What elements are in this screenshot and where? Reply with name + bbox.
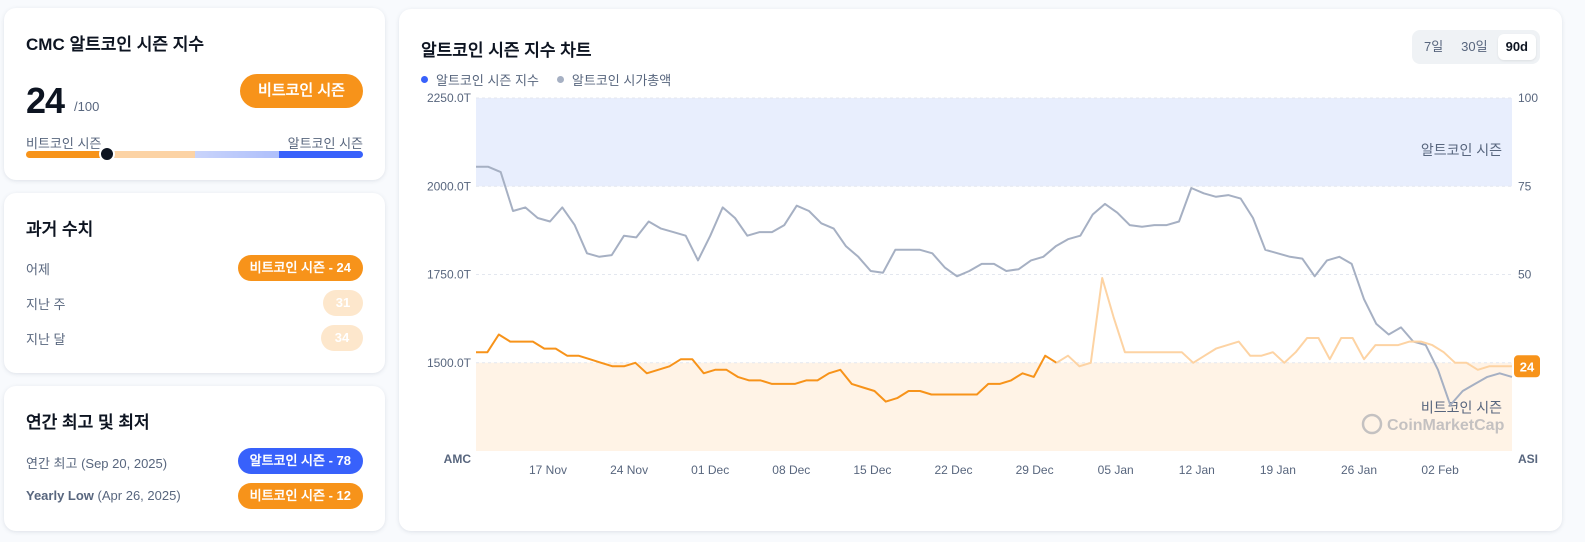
coinmarketcap-watermark: CoinMarketCap	[1361, 413, 1505, 435]
history-card-title: 과거 수치	[26, 220, 94, 239]
x-tick: 22 Dec	[934, 463, 972, 477]
x-axis-right-label: ASI	[1518, 452, 1538, 466]
index-chart-card: 알트코인 시즌 지수 차트 알트코인 시즌 지수 알트코인 시가총액 7일 30…	[399, 9, 1562, 531]
altcoin-zone-label: 알트코인 시즌	[1421, 142, 1502, 158]
yearly-high-row: 연간 최고 (Sep 20, 2025)	[26, 453, 167, 472]
yearly-low-date: (Apr 26, 2025)	[97, 488, 181, 503]
x-tick: 26 Jan	[1341, 463, 1377, 477]
season-badge: 비트코인 시즌	[240, 74, 363, 108]
x-tick: 19 Jan	[1260, 463, 1296, 477]
y-right-tick: 75	[1518, 179, 1532, 193]
current-value-label: 24	[1520, 359, 1535, 374]
season-scale-bar	[26, 151, 363, 158]
altcoin-season-zone	[476, 98, 1512, 187]
current-value-tag	[1514, 355, 1540, 378]
coinmarketcap-logo-icon	[1361, 413, 1383, 435]
legend-label: 알트코인 시가총액	[571, 73, 672, 88]
scale-indicator-dot	[98, 146, 115, 162]
index-card-title: CMC 알트코인 시즌 지수	[26, 35, 205, 54]
y-left-tick: 2000.0T	[427, 179, 472, 193]
y-left-tick: 1750.0T	[427, 268, 472, 282]
history-row-label: 지난 달	[26, 332, 66, 347]
time-range-tabs: 7일 30일 90d	[1411, 30, 1540, 64]
y-left-tick: 2250.0T	[427, 91, 472, 105]
altcoin-index-line-faded	[1056, 277, 1512, 371]
yearly-high-label: 연간 최고	[26, 456, 78, 471]
yearly-high-badge: 알트코인 시즌 - 78	[237, 448, 363, 474]
x-tick: 15 Dec	[853, 463, 891, 477]
y-right-tick: 100	[1518, 91, 1538, 105]
legend-dot-gray	[556, 76, 564, 83]
altcoin-index-card: CMC 알트코인 시즌 지수 24 /100 비트코인 시즌 비트코인 시즌 알…	[4, 8, 385, 180]
tab-7d[interactable]: 7일	[1423, 39, 1444, 54]
tab-90d[interactable]: 90d	[1497, 34, 1536, 60]
scale-left-label: 비트코인 시즌	[26, 136, 102, 151]
chart-title: 알트코인 시즌 지수 차트	[421, 41, 592, 60]
scale-right-label: 알트코인 시즌	[287, 136, 363, 151]
legend-item-marketcap[interactable]: 알트코인 시가총액	[556, 70, 672, 89]
x-axis-left-label: AMC	[444, 452, 472, 466]
altcoin-index-line	[476, 333, 1058, 403]
history-row-label: 지난 주	[26, 297, 66, 312]
marketcap-line	[476, 165, 1513, 407]
index-denominator: /100	[74, 99, 100, 114]
x-tick: 08 Dec	[772, 463, 810, 477]
history-row-label: 어제	[26, 262, 50, 277]
x-tick: 24 Nov	[610, 463, 648, 477]
history-row-badge: 31	[323, 290, 363, 316]
legend-item-index[interactable]: 알트코인 시즌 지수	[421, 70, 539, 89]
y-right-tick: 50	[1518, 268, 1532, 282]
historical-values-card: 과거 수치 어제 비트코인 시즌 - 24 지난 주 31 지난 달 34	[4, 193, 385, 373]
x-tick: 17 Nov	[529, 463, 567, 477]
scale-segment-altcoin-light	[194, 151, 279, 158]
yearly-high-date: (Sep 20, 2025)	[81, 456, 168, 471]
watermark-text: CoinMarketCap	[1387, 417, 1505, 434]
x-tick: 02 Feb	[1421, 463, 1459, 477]
yearly-low-badge: 비트코인 시즌 - 12	[237, 483, 363, 509]
yearly-card-title: 연간 최고 및 최저	[26, 413, 150, 432]
x-tick: 12 Jan	[1179, 463, 1215, 477]
history-row-badge: 34	[321, 325, 363, 351]
tab-30d[interactable]: 30일	[1461, 39, 1488, 54]
bitcoin-zone-label: 비트코인 시즌	[1421, 400, 1502, 416]
chart-legend: 알트코인 시즌 지수 알트코인 시가총액	[421, 70, 671, 89]
x-tick: 29 Dec	[1016, 463, 1054, 477]
x-tick: 05 Jan	[1098, 463, 1134, 477]
bitcoin-season-zone	[476, 362, 1512, 451]
index-value: 24	[26, 80, 65, 121]
yearly-high-low-card: 연간 최고 및 최저 연간 최고 (Sep 20, 2025) 알트코인 시즌 …	[4, 386, 385, 531]
scale-segment-altcoin	[278, 151, 363, 158]
scale-segment-bitcoin	[26, 151, 111, 158]
y-left-tick: 1500.0T	[427, 356, 472, 370]
scale-segment-bitcoin-light	[110, 151, 195, 158]
legend-dot-blue	[421, 76, 428, 83]
x-tick: 01 Dec	[691, 463, 729, 477]
legend-label: 알트코인 시즌 지수	[436, 73, 539, 88]
yearly-low-label: Yearly Low	[26, 488, 94, 503]
history-row-badge: 비트코인 시즌 - 24	[237, 255, 363, 281]
yearly-low-row: Yearly Low (Apr 26, 2025)	[26, 488, 181, 503]
